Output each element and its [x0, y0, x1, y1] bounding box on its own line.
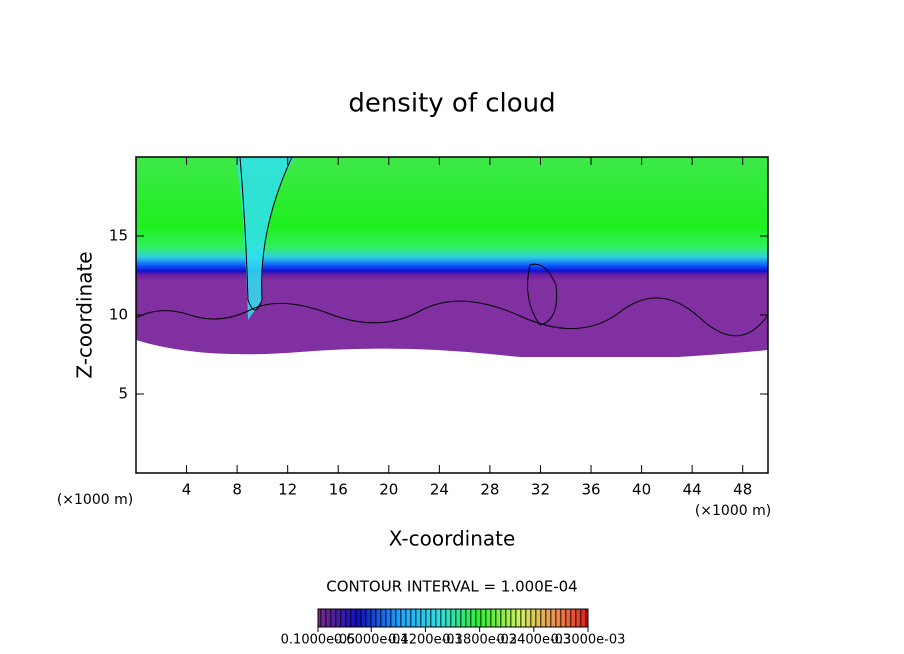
x-tick-label: 16: [329, 481, 348, 499]
x-tick-label: 24: [430, 481, 449, 499]
y-tick-label: 5: [118, 385, 128, 403]
x-tick-label: 4: [182, 481, 192, 499]
colorbar-label: 0.1000e-05: [281, 633, 356, 648]
colorbar-label: 0.6000e-04: [334, 633, 409, 648]
y-axis-title: Z-coordinate: [73, 251, 97, 378]
field: [136, 157, 768, 473]
colorbar-label: 0.3000e-03: [551, 633, 626, 648]
x-tick-label: 20: [379, 481, 398, 499]
x-tick-label: 28: [480, 481, 499, 499]
chart-title: density of cloud: [348, 89, 555, 119]
x-tick-label: 32: [531, 481, 550, 499]
colorbar-stripes: [317, 608, 589, 628]
y-unit: (×1000 m): [57, 492, 133, 508]
x-tick-label: 12: [278, 481, 297, 499]
x-tick-label: 48: [733, 481, 752, 499]
colorbar-label: 0.2400e-03: [496, 633, 571, 648]
y-tick-label: 15: [109, 227, 128, 245]
x-axis-title: X-coordinate: [389, 527, 516, 551]
contour-interval: CONTOUR INTERVAL = 1.000E-04: [326, 578, 577, 596]
y-tick-label: 10: [109, 306, 128, 324]
x-tick-label: 40: [632, 481, 651, 499]
colorbar-label: 0.1200e-03: [388, 633, 463, 648]
x-unit: (×1000 m): [695, 503, 771, 519]
x-tick-label: 44: [683, 481, 702, 499]
x-tick-label: 36: [581, 481, 600, 499]
x-tick-label: 8: [232, 481, 242, 499]
colorbar-label: 0.1800e-03: [442, 633, 517, 648]
